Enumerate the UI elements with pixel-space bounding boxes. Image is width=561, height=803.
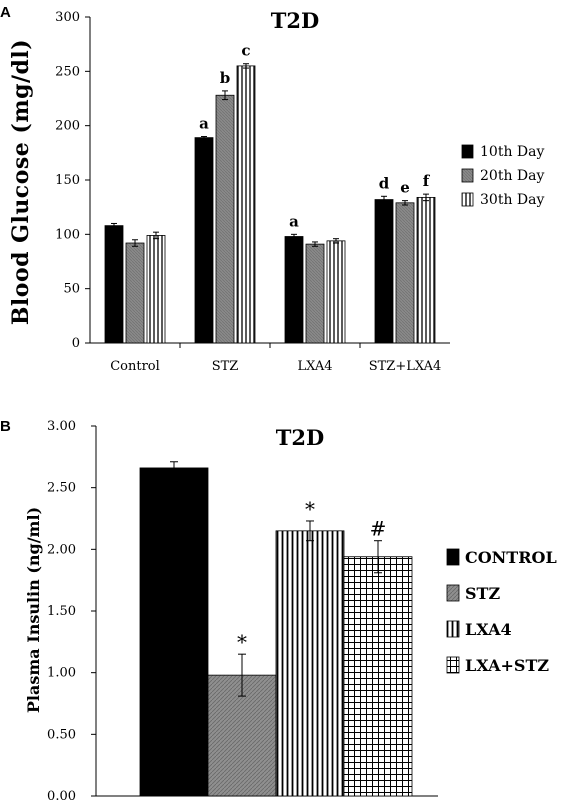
- panel-a-significance-label: c: [241, 42, 250, 60]
- panel-a-bar: [374, 199, 394, 344]
- panel-a-significance-label: a: [199, 115, 209, 133]
- panel-a-y-axis-label: Blood Glucose (mg/dl): [8, 39, 34, 325]
- panel-a-significance-label: e: [400, 179, 410, 197]
- panel-b-y-tick-label: 0.00: [47, 789, 76, 803]
- panel-a-category-label: STZ: [212, 359, 239, 374]
- panel-a-bar: [194, 137, 214, 344]
- panel-a-y-tick-label: 300: [55, 10, 80, 25]
- panel-a-legend-swatch: [461, 144, 474, 159]
- panel-b-significance-label: *: [237, 630, 247, 654]
- panel-a-legend: 10th Day 20th Day 30th Day: [461, 144, 544, 208]
- panel-a-bar: [395, 202, 415, 344]
- panel-a-bar: [305, 243, 325, 344]
- panel-b-legend-swatch: [446, 620, 460, 638]
- panel-a-axes: 0 50 100 150 200 250 300 Control STZ LXA4 STZ+LXA4: [55, 10, 450, 374]
- panel-a-legend-swatch: [461, 168, 474, 183]
- panel-b-y-tick-label: 2.00: [47, 542, 76, 557]
- panel-b-bars: * * #: [139, 461, 413, 797]
- panel-b-legend-swatch: [446, 548, 460, 566]
- panel-a-legend-label: 10th Day: [480, 144, 544, 160]
- panel-a-category-label: STZ+LXA4: [369, 359, 442, 374]
- panel-b-label: B: [0, 418, 11, 435]
- panel-b-significance-label: #: [370, 517, 387, 541]
- panel-a-bar: [416, 196, 436, 344]
- panel-b-axes: 0.00 0.50 1.00 1.50 2.00 2.50 3.00: [47, 419, 438, 803]
- panel-b-y-tick-label: 1.00: [47, 666, 76, 681]
- panel-b-legend-label: CONTROL: [465, 548, 557, 567]
- panel-a-y-tick-label: 250: [55, 64, 80, 79]
- panel-a-significance-label: b: [220, 69, 231, 87]
- panel-b-title: T2D: [276, 425, 324, 450]
- panel-b-bar: [275, 530, 345, 797]
- panel-a-bars: a bc a d e f: [104, 42, 436, 344]
- panel-a-bar: [236, 65, 256, 344]
- panel-b-significance-label: *: [305, 497, 315, 521]
- panel-a-title: T2D: [271, 8, 319, 33]
- panel-a: A T2D Blood Glucose (mg/dl) 0 50 100 150 200…: [0, 4, 544, 374]
- panel-b-legend-swatch: [446, 584, 460, 602]
- panel-a-y-tick-label: 200: [55, 119, 80, 134]
- panel-a-category-label: Control: [110, 359, 160, 374]
- panel-a-legend-label: 20th Day: [480, 168, 544, 184]
- panel-b-legend-label: LXA4: [465, 620, 512, 639]
- panel-a-label: A: [0, 4, 11, 21]
- panel-a-significance-label: a: [289, 212, 299, 230]
- panel-b-legend-label: STZ: [465, 584, 500, 603]
- panel-a-y-tick-label: 50: [63, 282, 80, 297]
- panel-a-bar: [215, 94, 235, 344]
- panel-b-bar: [139, 467, 209, 797]
- panel-b-legend-label: LXA+STZ: [465, 656, 549, 675]
- panel-a-bar: [146, 235, 166, 344]
- panel-b-legend-swatch: [446, 656, 460, 674]
- panel-a-category-label: LXA4: [297, 359, 332, 374]
- panel-b-y-axis-label: Plasma Insulin (ng/ml): [24, 507, 43, 713]
- panel-a-y-tick-label: 100: [55, 227, 80, 242]
- panel-a-significance-label: d: [379, 174, 390, 192]
- panel-a-y-tick-label: 150: [55, 173, 80, 188]
- panel-b-bar: [343, 556, 413, 797]
- panel-b-legend: CONTROL STZ LXA4 LXA+STZ: [446, 548, 557, 675]
- panel-b-y-tick-label: 3.00: [47, 419, 76, 434]
- panel-a-legend-swatch: [461, 192, 474, 207]
- panel-a-bar: [125, 242, 145, 344]
- panel-b-y-tick-label: 0.50: [47, 727, 76, 742]
- panel-a-bar: [284, 236, 304, 344]
- panel-a-y-tick-label: 0: [72, 336, 80, 351]
- panel-b-y-tick-label: 1.50: [47, 604, 76, 619]
- panel-b-y-tick-label: 2.50: [47, 481, 76, 496]
- panel-a-bar: [326, 240, 346, 344]
- panel-b: B T2D Plasma Insulin (ng/ml) 0.00 0.50 1.0…: [0, 418, 557, 803]
- panel-a-legend-label: 30th Day: [480, 192, 544, 208]
- panel-a-bar: [104, 225, 124, 344]
- panel-a-significance-label: f: [423, 172, 431, 190]
